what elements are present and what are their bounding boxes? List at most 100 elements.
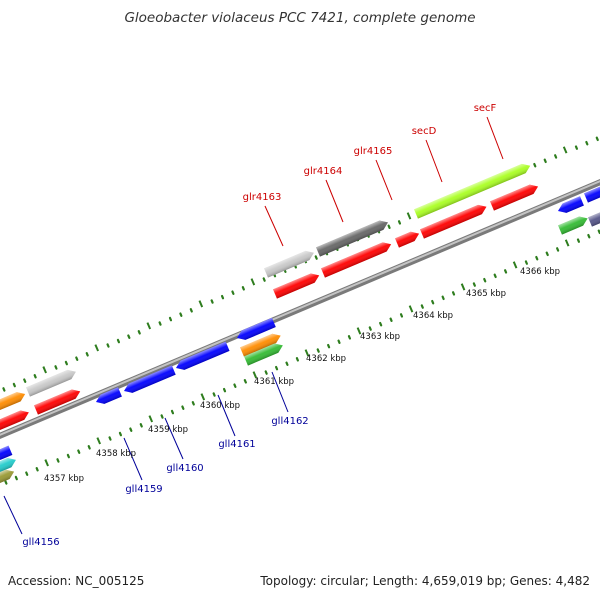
major-tick [94,344,100,352]
minor-tick [160,414,164,419]
map-title: Gloeobacter violaceus PCC 7421, complete… [124,10,475,26]
gene-arrow-glr4163[interactable] [264,248,316,278]
gene-arrow-secD[interactable] [414,161,532,219]
minor-tick [170,409,175,415]
minor-tick [585,140,589,146]
minor-tick [587,233,591,239]
minor-tick [189,308,193,313]
gene-arrow[interactable] [0,445,13,463]
minor-tick [14,475,18,481]
minor-tick [118,431,123,437]
minor-tick [274,365,279,371]
outer-tick-track [2,136,599,392]
minor-tick [116,338,121,344]
minor-tick [137,330,141,335]
major-tick [96,437,102,445]
minor-tick [574,145,579,150]
minor-tick [77,449,81,454]
gene-arrow[interactable] [273,271,321,299]
minor-tick [554,154,558,159]
minor-tick [264,370,268,375]
gene-arrow[interactable] [0,455,18,475]
minor-tick [210,299,214,304]
major-tick [42,366,47,374]
major-tick [512,261,518,269]
major-tick [304,349,310,357]
label-leaders [3,116,504,535]
gene-arrow-gll4159[interactable] [94,387,122,406]
gene-label-gll4162[interactable]: gll4162 [271,416,308,427]
inner-tick-track [4,229,600,485]
gene-label-gll4160[interactable]: gll4160 [166,463,203,474]
position-label-4362: 4362 kbp [306,354,346,364]
gene-arrow[interactable] [235,317,276,343]
feature-track [0,161,600,486]
gene-arrow[interactable] [556,196,584,215]
gene-arrow-gll4160[interactable] [122,365,176,395]
gene-arrow[interactable] [244,341,285,366]
minor-tick [493,273,497,279]
minor-tick [399,313,404,318]
gene-arrow[interactable] [26,367,78,397]
position-label-4363: 4363 kbp [360,332,400,342]
minor-tick [545,251,549,257]
major-tick [460,283,466,291]
gene-label-glr4164[interactable]: glr4164 [304,166,343,177]
minor-tick [295,357,299,362]
gene-label-secF[interactable]: secF [474,103,497,114]
minor-tick [379,321,383,327]
gene-arrow[interactable] [584,182,600,203]
gene-arrow[interactable] [420,202,488,239]
minor-tick [387,224,391,230]
minor-tick [524,260,528,265]
gene-arrow-glr4165[interactable] [395,229,421,248]
minor-tick [139,423,143,428]
major-tick [250,278,256,286]
gene-arrow[interactable] [321,240,393,278]
gene-arrow-gll4161[interactable] [174,341,230,373]
gene-arrow-secF[interactable] [490,182,540,211]
minor-tick [4,480,8,485]
minor-tick [127,334,131,339]
accession-text: Accession: NC_005125 [8,574,144,588]
minor-tick [33,374,37,379]
minor-tick [431,299,435,305]
minor-tick [181,405,185,410]
minor-tick [191,401,195,406]
minor-tick [25,471,29,476]
minor-tick [327,343,331,349]
position-label-4361: 4361 kbp [254,377,294,387]
minor-tick [179,312,183,317]
major-tick [148,415,154,423]
gene-arrow[interactable] [34,387,82,415]
major-tick [356,327,362,335]
gene-label-gll4156[interactable]: gll4156 [22,537,59,548]
gene-arrow-glr4164[interactable] [316,218,390,257]
gene-label-glr4163[interactable]: glr4163 [243,192,282,203]
gene-arrow[interactable] [0,408,31,433]
minor-tick [241,286,245,291]
minor-tick [397,220,402,225]
gene-arrow-gll4162[interactable] [240,331,283,357]
gene-arrow[interactable] [588,210,600,227]
minor-tick [595,136,599,142]
gene-label-gll4159[interactable]: gll4159 [125,484,162,495]
minor-tick [441,295,445,301]
label-leader-line [375,159,393,201]
gene-arrow[interactable] [0,467,16,486]
gene-label-glr4165[interactable]: glr4165 [354,146,393,157]
gene-label-secD[interactable]: secD [412,126,437,137]
position-label-4357: 4357 kbp [44,474,84,484]
major-tick [198,300,204,308]
position-label-4366: 4366 kbp [520,267,560,277]
gene-arrow[interactable] [558,214,590,235]
gene-arrow[interactable] [0,389,27,413]
minor-tick [337,339,341,344]
minor-tick [533,162,537,168]
gene-label-gll4161[interactable]: gll4161 [218,439,255,450]
label-leader-line [123,437,143,481]
minor-tick [12,382,16,388]
minor-tick [285,361,289,366]
major-tick [564,239,570,247]
major-tick [252,371,258,379]
